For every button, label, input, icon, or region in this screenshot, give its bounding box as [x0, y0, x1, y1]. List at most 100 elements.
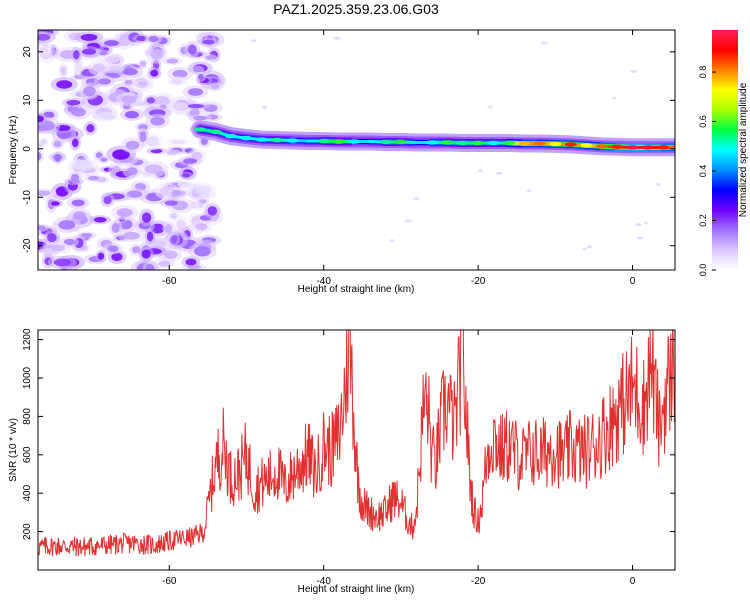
- snr-y-tick-label: 600: [22, 446, 33, 463]
- noise-blob: [66, 100, 80, 106]
- ridge-peak: [210, 130, 222, 134]
- noise-blob: [194, 246, 211, 256]
- noise-blob: [178, 182, 190, 188]
- noise-blob: [126, 167, 137, 175]
- colorbar-tick-label: 0.8: [698, 66, 708, 79]
- noise-blob: [72, 199, 85, 206]
- ridge-peak: [441, 140, 453, 144]
- snr-y-tick-label: 200: [22, 523, 33, 540]
- noise-blob: [71, 108, 86, 117]
- sparse-noise-dot: [587, 245, 592, 248]
- noise-blob: [202, 40, 214, 45]
- noise-blob: [198, 74, 204, 80]
- noise-blob: [71, 174, 79, 181]
- sparse-noise-dot: [630, 70, 637, 73]
- noise-blob: [125, 111, 139, 118]
- sparse-noise-dot: [262, 106, 267, 109]
- noise-blob: [188, 104, 205, 108]
- noise-blob: [117, 208, 133, 217]
- noise-blob: [146, 264, 155, 274]
- spectrogram-x-tick-label: 0: [630, 276, 636, 287]
- ridge-peak: [503, 141, 515, 145]
- noise-blob: [35, 34, 51, 41]
- ridge-peak: [225, 134, 237, 138]
- spectrogram-y-tick-label: 20: [22, 46, 33, 58]
- sparse-noise-dot: [656, 183, 660, 186]
- noise-blob: [183, 158, 197, 164]
- ridge-peak: [518, 141, 530, 145]
- noise-blob: [205, 56, 214, 61]
- noise-blob: [123, 232, 140, 240]
- ridge-peak: [472, 141, 484, 145]
- figure-title: PAZ1.2025.359.23.06.G03: [273, 1, 439, 17]
- noise-blob: [199, 199, 207, 203]
- ridge-peak: [565, 142, 577, 146]
- noise-blob: [142, 250, 151, 259]
- noise-blob: [60, 66, 66, 75]
- noise-blob: [208, 206, 218, 215]
- noise-blob: [100, 114, 115, 119]
- ridge-peak: [379, 140, 391, 144]
- noise-blob: [94, 217, 107, 222]
- noise-blob: [112, 223, 120, 233]
- sparse-noise-dot: [251, 39, 257, 42]
- noise-blob: [167, 59, 179, 64]
- noise-blob: [211, 84, 219, 89]
- colorbar: 0.00.20.40.60.8 Normalized spectral ampl…: [698, 30, 749, 276]
- snr-y-tick-label: 800: [22, 408, 33, 425]
- sparse-noise-dot: [541, 41, 548, 44]
- ridge-peak: [642, 145, 654, 149]
- ridge-peak: [457, 141, 469, 145]
- sparse-noise-dot: [636, 223, 642, 226]
- snr-y-label: SNR (10 * v/v): [8, 418, 19, 482]
- noise-blob: [105, 56, 120, 63]
- noise-blob: [51, 201, 60, 206]
- noise-blob: [35, 225, 45, 230]
- spectrogram-y-tick-label: 10: [22, 94, 33, 106]
- colorbar-tick-label: 0.6: [698, 115, 708, 128]
- snr-x-tick-label: -60: [162, 576, 177, 587]
- ridge-peak: [287, 138, 299, 142]
- noise-blob: [150, 117, 165, 126]
- sparse-noise-dot: [637, 237, 643, 240]
- ridge-peak: [488, 141, 500, 145]
- noise-blob: [195, 223, 207, 230]
- noise-blob: [182, 173, 190, 177]
- noise-blob: [58, 220, 75, 229]
- spectrogram-x-tick-label: -20: [471, 276, 486, 287]
- ridge-peak: [549, 142, 561, 146]
- noise-blob: [147, 232, 154, 242]
- spectrogram-y-tick-label: 0: [22, 146, 33, 152]
- noise-blob: [98, 78, 111, 84]
- ridge-peak: [194, 127, 206, 131]
- noise-blob: [150, 70, 158, 77]
- noise-blob: [107, 245, 118, 252]
- ridge-peak: [580, 143, 592, 147]
- noise-blob: [98, 252, 104, 259]
- ridge-peak: [349, 139, 361, 143]
- noise-blob: [100, 157, 107, 161]
- noise-blob: [138, 81, 147, 86]
- noise-blob: [82, 49, 96, 55]
- ridge-peak: [657, 145, 669, 149]
- spectrogram-y-label: Frequency (Hz): [8, 116, 19, 185]
- noise-blob: [172, 104, 184, 110]
- noise-blob: [125, 80, 133, 85]
- noise-blob: [83, 86, 95, 96]
- sparse-noise-dot: [582, 247, 586, 250]
- spectrogram-x-label: Height of straight line (km): [298, 284, 415, 295]
- noise-blob: [165, 200, 178, 205]
- noise-blob: [170, 140, 186, 144]
- noise-blob: [73, 50, 80, 60]
- noise-blob: [193, 116, 207, 120]
- noise-blob: [103, 196, 111, 204]
- colorbar-tick-label: 0.2: [698, 214, 708, 227]
- noise-blob: [166, 151, 177, 155]
- ridge-peak: [256, 137, 268, 141]
- colorbar-tick-label: 0.4: [698, 165, 708, 178]
- noise-blob: [54, 259, 71, 267]
- noise-blob: [193, 67, 201, 72]
- spectrogram-y-tick-label: -10: [22, 190, 33, 205]
- noise-blob: [55, 154, 61, 162]
